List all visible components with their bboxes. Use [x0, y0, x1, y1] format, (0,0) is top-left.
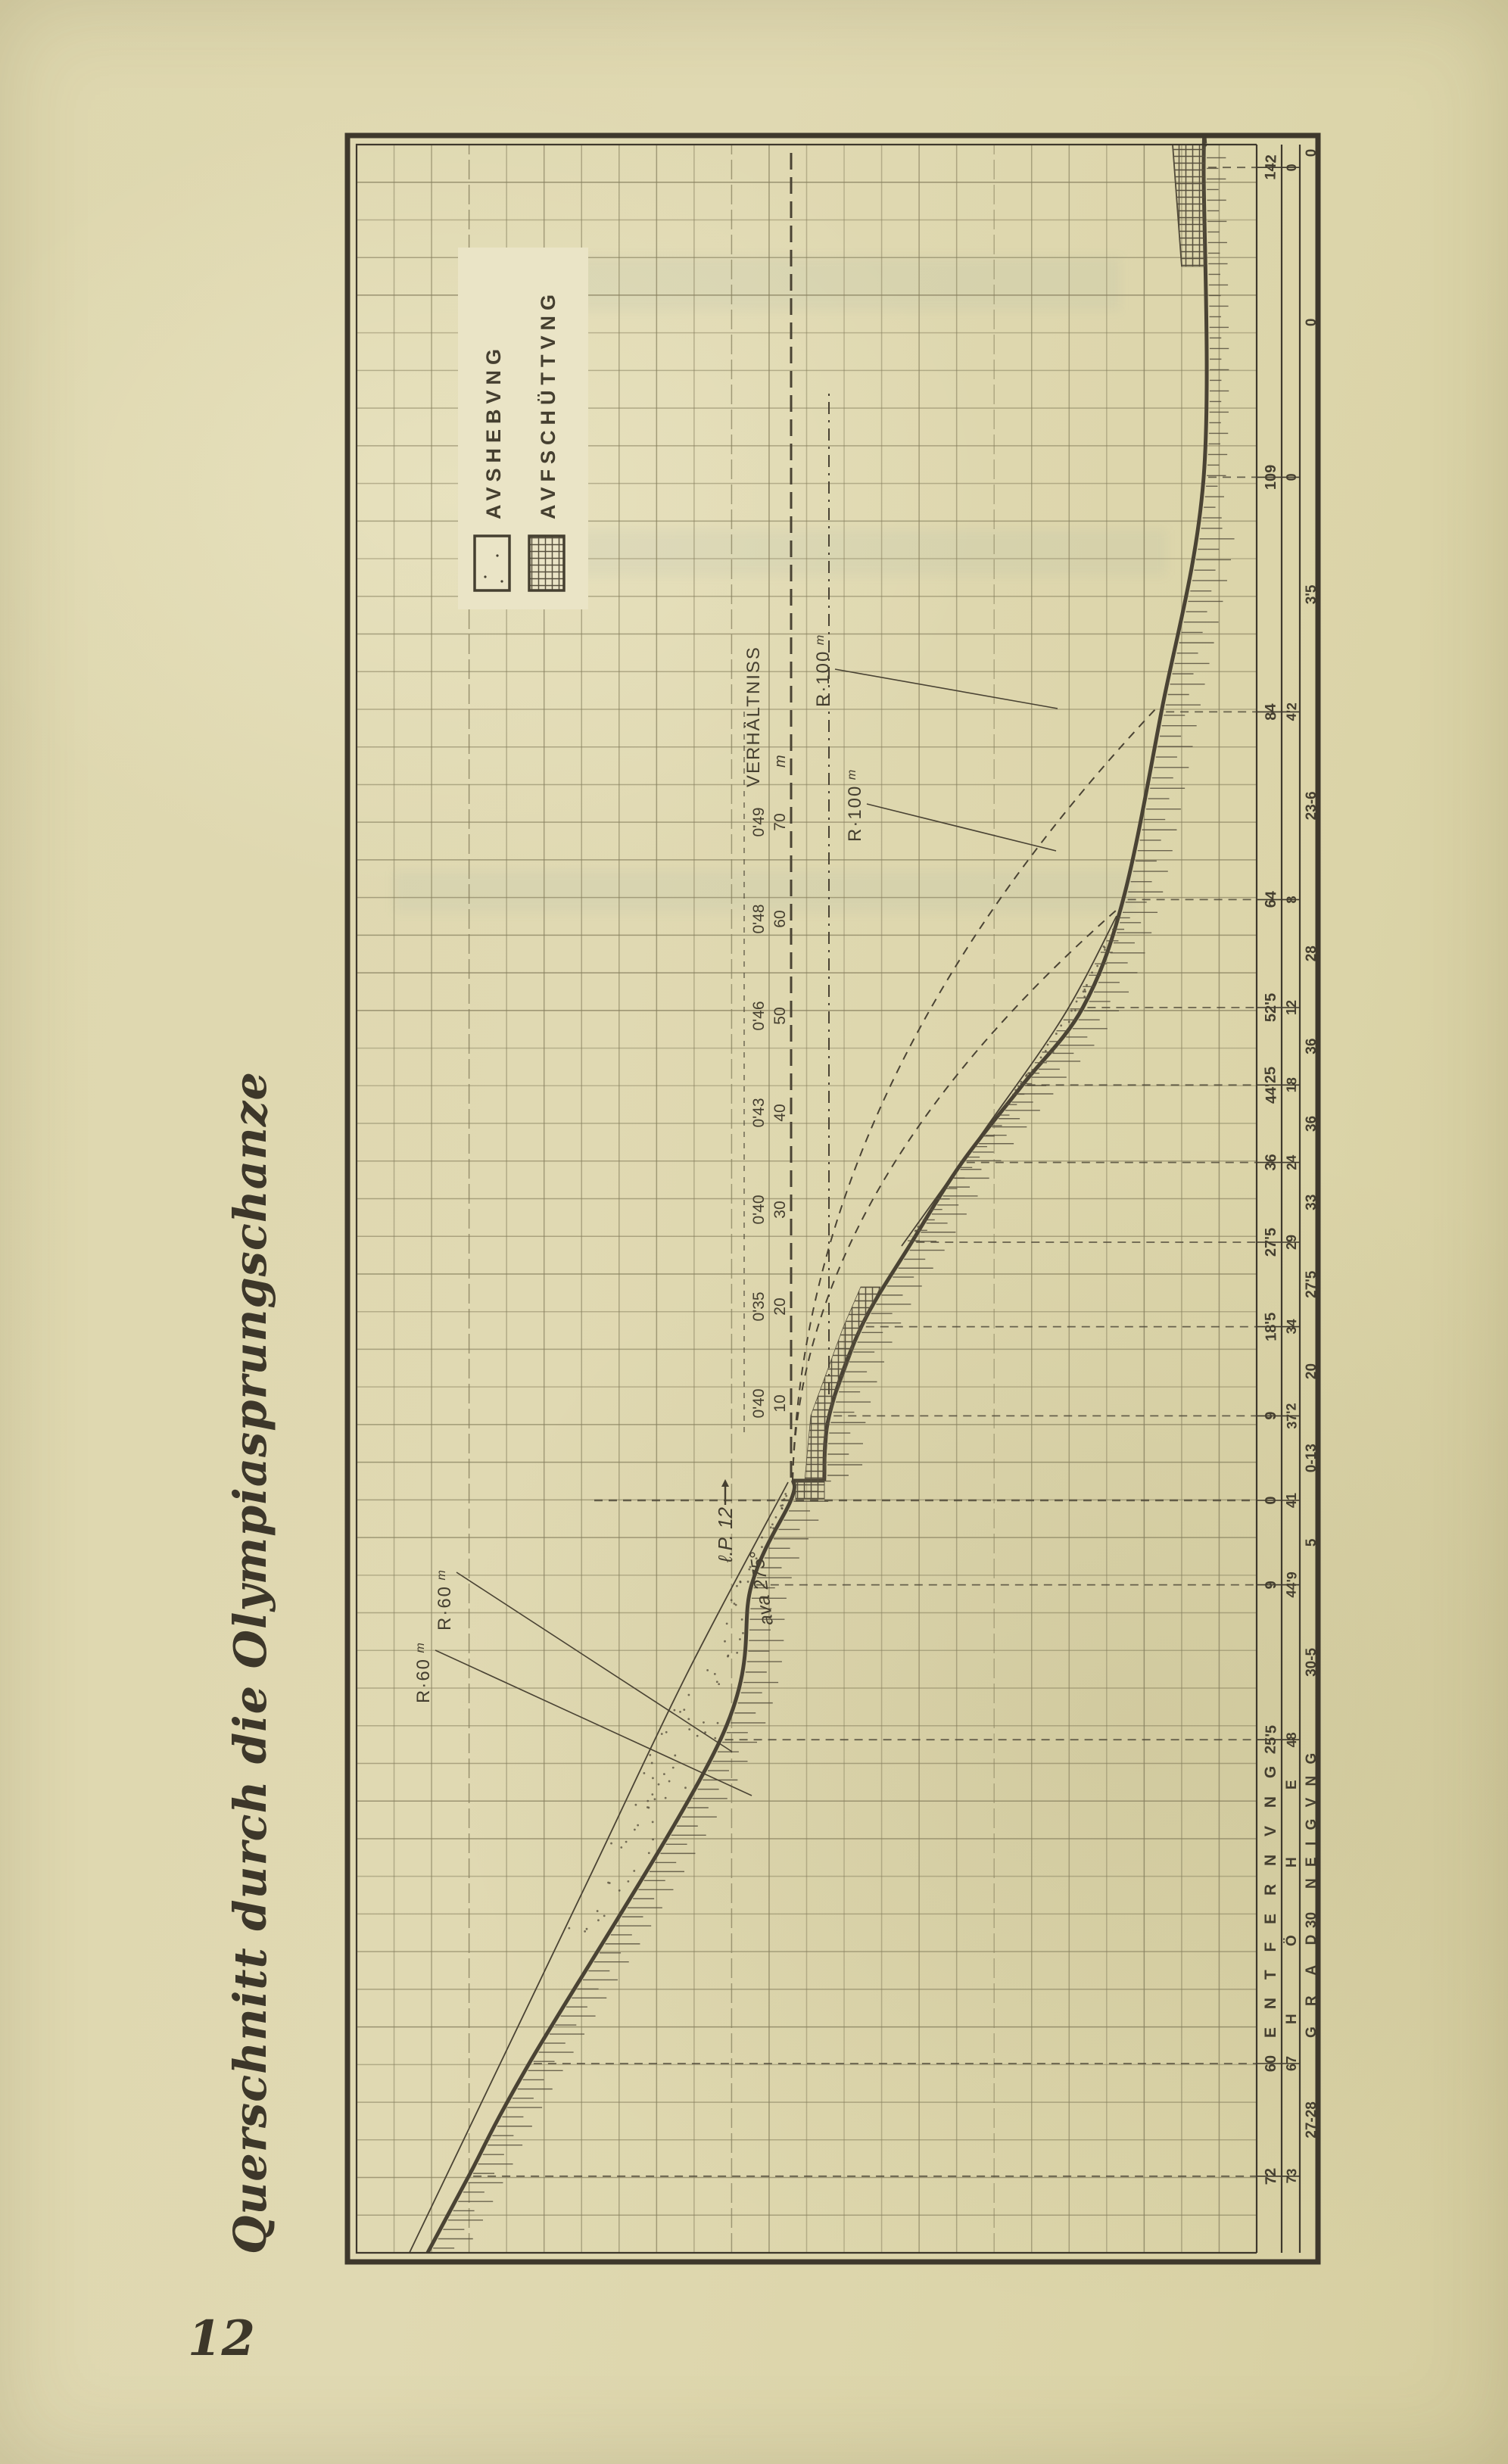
hoehe-value: 4'2 [1284, 702, 1300, 721]
cut-stipple [568, 945, 1106, 1933]
axis-row2-label: H Ö H E [1284, 1748, 1300, 2024]
ratio-meters: 30 [771, 1201, 789, 1218]
entfernung-value: 36 [1263, 1154, 1280, 1171]
hoehe-value: 48 [1284, 1732, 1300, 1748]
ratio-meters: 70 [771, 813, 789, 830]
svg-text:R·60 m: R·60 m [435, 1568, 455, 1631]
entfernung-value: 64 [1263, 890, 1280, 908]
entfernung-value: 27'5 [1263, 1228, 1279, 1257]
axis-row1-label: E N T F E R N V N G [1262, 1759, 1279, 2038]
hoehe-value: 8 [1284, 896, 1299, 904]
print-bleedthrough [394, 871, 1136, 912]
page-title: Querschnitt durch die Olympiasprungschan… [224, 1071, 276, 2254]
slope-hatching [433, 157, 1235, 2249]
legend: AVSHEBVNG AVFSCHÜTTVNG [458, 248, 588, 609]
flight-parabola [792, 909, 1117, 1481]
entfernung-value: 52'5 [1263, 993, 1279, 1022]
grad-value: 5 [1304, 1538, 1320, 1547]
hoehe-value: 24 [1284, 1154, 1300, 1170]
ratio-meters: 60 [771, 910, 789, 927]
ratio-value: 0'35 [750, 1291, 768, 1321]
legend-swatch-dotted [473, 534, 511, 592]
hoehe-value: 41 [1284, 1493, 1299, 1508]
hoehe-value: 0 [1284, 473, 1299, 481]
legend-swatch-crosshatch [528, 534, 566, 592]
entfernung-value: 84 [1263, 702, 1280, 721]
ratio-header: VERHÄLTNISS [743, 646, 764, 787]
grad-value: 0 [1304, 319, 1320, 327]
axis-band: 72 73 60 67 25'5 48 9 44'9 0 41 9 37'2 18'5 34 27'5 29 3… [1255, 145, 1320, 2253]
entfernung-value: 109 [1263, 465, 1279, 490]
hoehe-value: 18 [1284, 1077, 1300, 1093]
ratio-value: 0'40 [750, 1195, 768, 1224]
ratio-meters: 40 [771, 1104, 789, 1121]
legend-item-label: AVSHEBVNG [482, 344, 505, 519]
ratio-value: 0'43 [750, 1098, 768, 1127]
svg-text:R·100 m: R·100 m [813, 634, 833, 707]
entfernung-value: 142 [1262, 154, 1279, 180]
frame [344, 132, 1321, 2265]
inrun-profile-line [425, 1480, 797, 2254]
hoehe-value: 44'9 [1283, 1572, 1299, 1598]
grad-value: 0 [1304, 149, 1320, 157]
ratio-value: 0'49 [750, 807, 768, 836]
hoehe-value: 37'2 [1283, 1403, 1299, 1429]
hoehe-value: 29 [1284, 1235, 1299, 1250]
cross-section-chart: R·100 m R·100 m R·60 m R·60 m ℓ.P. 12 ava 275… [344, 132, 1321, 2265]
ratio-meters: 50 [771, 1007, 789, 1024]
ratio-column: VERHÄLTNISS m0'40 100'35 200'40 300'43 400'46… [743, 646, 789, 1418]
entfernung-value: 0 [1263, 1496, 1279, 1504]
ratio-value: 0'46 [750, 1001, 768, 1030]
hoehe-value: 12 [1284, 1000, 1299, 1015]
ratio-value: 0'40 [750, 1388, 768, 1418]
svg-text:R·100 m: R·100 m [845, 768, 865, 842]
svg-text:m: m [772, 755, 789, 768]
entfernung-value: 18'5 [1262, 1312, 1279, 1341]
page-number: 12 [188, 2310, 256, 2367]
entfernung-value: 60 [1263, 2055, 1279, 2072]
hoehe-value: 73 [1284, 2168, 1300, 2184]
legend-item-label: AVFSCHÜTTVNG [537, 289, 559, 519]
entfernung-value: 9 [1263, 1411, 1279, 1420]
hoehe-value: 0 [1284, 164, 1299, 172]
lp-label: ℓ.P. 12 [714, 1506, 737, 1563]
hoehe-value: 67 [1284, 2056, 1299, 2071]
reference-lines [473, 148, 1257, 2177]
legend-panel [458, 248, 588, 609]
entfernung-value: 9 [1263, 1581, 1279, 1590]
ratio-meters: 10 [771, 1394, 789, 1412]
entfernung-value: 44'25 [1262, 1067, 1280, 1104]
ratio-meters: 20 [771, 1297, 789, 1315]
ratio-value: 0'48 [750, 904, 768, 933]
entfernung-value: 72 [1263, 2168, 1280, 2185]
print-bleedthrough [484, 530, 1166, 575]
terrain-line-inrun [409, 1481, 789, 2254]
terrain-line-knoll [901, 915, 1117, 1247]
fill-areas [795, 144, 1205, 1500]
entfernung-value: 25'5 [1262, 1725, 1279, 1755]
hoehe-value: 34 [1284, 1319, 1300, 1335]
